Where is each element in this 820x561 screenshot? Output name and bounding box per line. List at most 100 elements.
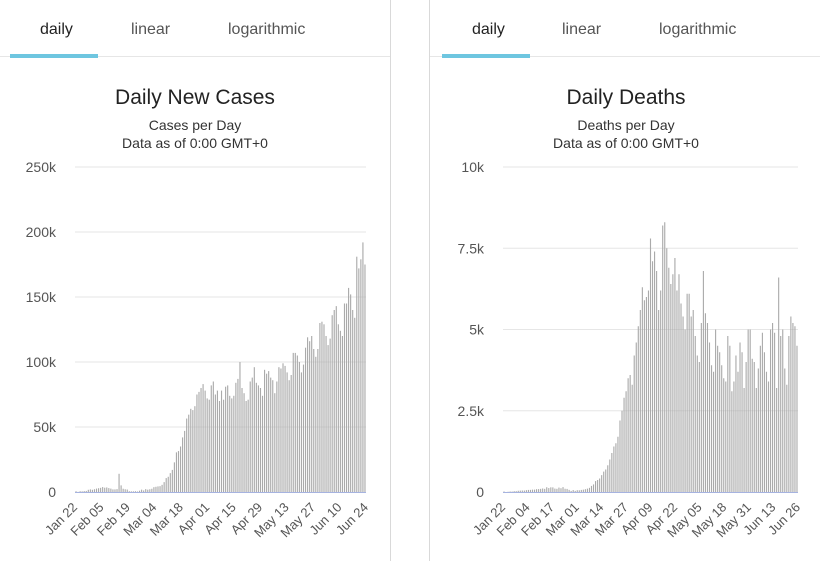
- bar: [656, 271, 658, 492]
- bar: [333, 310, 335, 492]
- tab-logarithmic[interactable]: logarithmic: [228, 21, 306, 38]
- bar: [235, 382, 237, 492]
- bar: [302, 364, 305, 492]
- bar: [261, 395, 264, 492]
- panel-divider: [429, 0, 430, 561]
- bar: [786, 384, 788, 492]
- bar: [210, 385, 212, 492]
- bar: [788, 336, 790, 492]
- bar: [177, 451, 180, 492]
- bar: [317, 349, 319, 492]
- bar: [196, 394, 198, 492]
- bar: [601, 475, 603, 492]
- bar: [747, 329, 749, 492]
- bar: [617, 436, 619, 492]
- bar: [552, 487, 554, 492]
- y-tick-label: 200k: [26, 224, 57, 240]
- bar: [290, 375, 292, 492]
- tab-logarithmic[interactable]: logarithmic: [659, 21, 737, 38]
- bar: [637, 326, 639, 492]
- bar: [358, 268, 360, 492]
- bar: [284, 365, 286, 492]
- bar: [335, 306, 337, 492]
- bar: [586, 488, 588, 492]
- bar: [124, 489, 126, 492]
- y-tick-label: 2.5k: [458, 403, 485, 419]
- bar: [619, 420, 621, 492]
- bar: [590, 485, 593, 492]
- bar: [91, 489, 93, 492]
- bar: [774, 332, 776, 492]
- bar: [548, 488, 550, 492]
- bar: [755, 388, 757, 492]
- bar: [268, 371, 270, 492]
- bar: [666, 248, 668, 492]
- bar: [116, 489, 118, 492]
- bar: [282, 363, 284, 492]
- bar: [525, 490, 527, 492]
- bar: [304, 347, 307, 492]
- bar: [348, 287, 350, 492]
- bar: [560, 488, 562, 492]
- bar: [515, 491, 517, 492]
- bar: [588, 487, 591, 492]
- bar: [345, 303, 348, 492]
- bar: [751, 358, 753, 492]
- bar: [698, 362, 700, 492]
- bar: [578, 490, 580, 492]
- bar: [270, 377, 272, 492]
- bar: [576, 490, 578, 492]
- tab-daily[interactable]: daily: [40, 21, 73, 38]
- bar: [763, 352, 765, 492]
- bar: [737, 371, 739, 492]
- bar: [311, 336, 313, 492]
- bar: [136, 491, 139, 492]
- bar: [218, 401, 221, 492]
- bar: [274, 393, 276, 492]
- bar: [719, 352, 721, 492]
- bar: [776, 388, 778, 492]
- bar: [670, 284, 672, 492]
- bar: [157, 486, 159, 492]
- bar: [163, 482, 165, 492]
- bar: [239, 362, 241, 492]
- bar: [654, 251, 656, 492]
- bar: [702, 271, 704, 492]
- bar: [329, 338, 331, 492]
- tab-linear[interactable]: linear: [562, 21, 602, 38]
- bar: [237, 378, 239, 492]
- bar: [266, 373, 268, 492]
- bar: [251, 377, 253, 492]
- bar: [519, 490, 521, 492]
- bar: [599, 478, 601, 492]
- bar: [212, 381, 214, 492]
- bar: [582, 489, 584, 492]
- bar: [739, 342, 741, 492]
- bar: [769, 329, 772, 492]
- bar: [95, 488, 98, 492]
- bar: [540, 488, 542, 492]
- bar: [595, 481, 597, 492]
- tab-linear[interactable]: linear: [131, 21, 171, 38]
- bar: [727, 336, 729, 492]
- bar: [733, 381, 735, 492]
- bar: [678, 274, 680, 492]
- tab-daily[interactable]: daily: [472, 21, 505, 38]
- bar: [247, 399, 249, 492]
- bar: [757, 368, 759, 492]
- bar: [782, 329, 784, 492]
- bar: [198, 391, 200, 492]
- bar: [227, 385, 229, 492]
- bar: [759, 345, 761, 492]
- bar: [216, 390, 218, 492]
- bar: [130, 491, 132, 492]
- bar: [190, 408, 192, 492]
- bar: [680, 303, 682, 492]
- chart-title: Daily New Cases: [115, 86, 275, 109]
- bar: [147, 489, 149, 492]
- bar: [128, 491, 130, 492]
- bar: [87, 489, 89, 492]
- y-tick-label: 0: [48, 484, 56, 500]
- bar: [611, 453, 613, 492]
- bar: [713, 371, 715, 492]
